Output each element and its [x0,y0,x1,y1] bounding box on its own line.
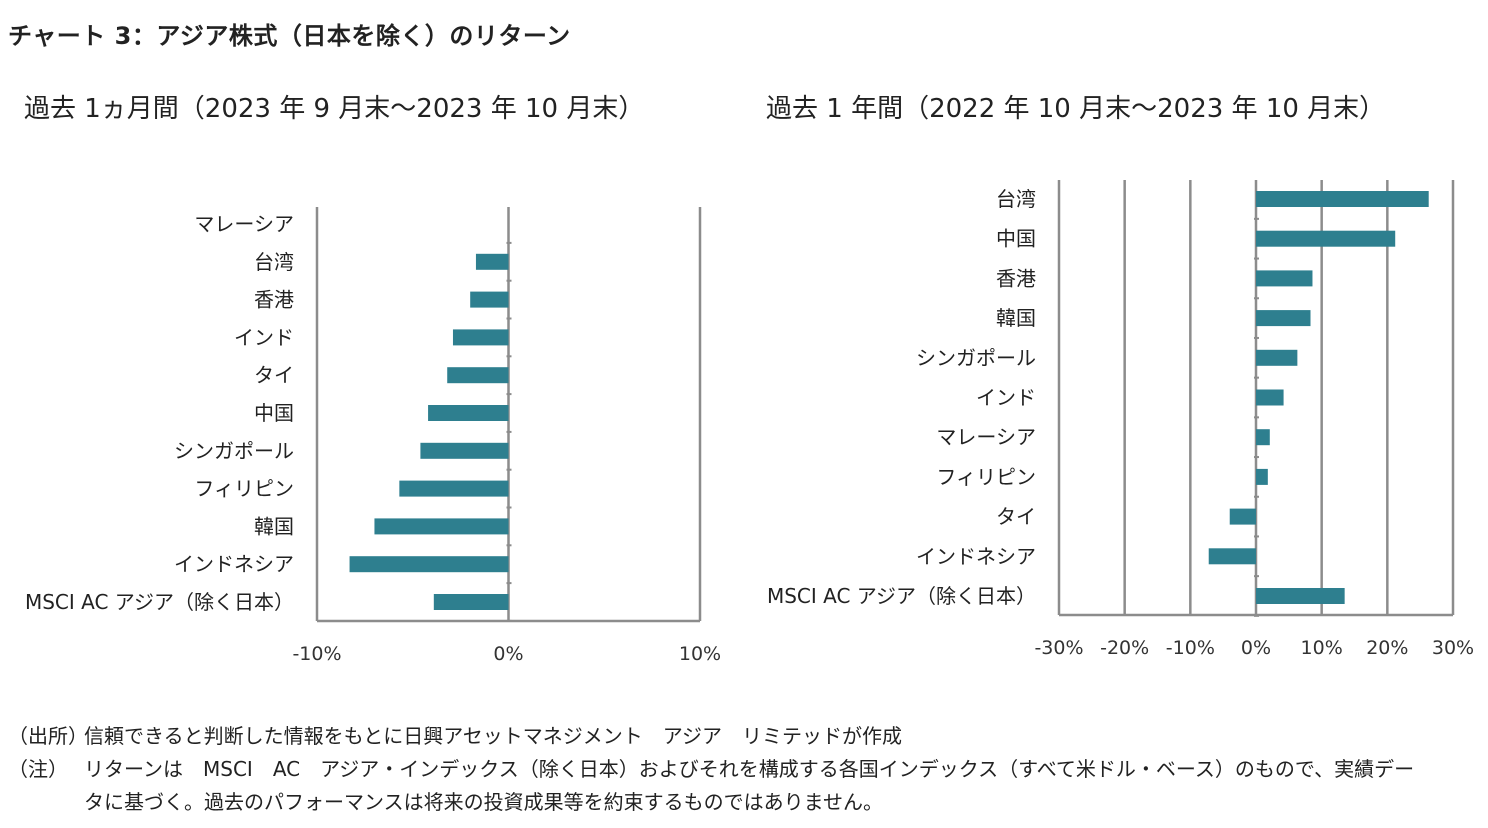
page-title: チャート 3：アジア株式（日本を除く）のリターン [8,22,571,50]
category-label: インドネシア [174,552,294,576]
x-tick-label: -10% [292,643,341,665]
remark-note-text-1: リターンは MSCI AC アジア・インデックス（除く日本）およびそれを構成する… [84,757,1415,781]
remark-note: （注） リターンは MSCI AC アジア・インデックス（除く日本）およびそれを… [8,753,1478,786]
category-label: 韓国 [996,306,1036,330]
bar [1256,349,1298,366]
bar [420,442,509,459]
bar [470,291,509,308]
bar [433,594,509,610]
bar [447,367,509,384]
category-label: フィリピン [936,465,1036,489]
footnotes: （出所） 信頼できると判断した情報をもとに日興アセットマネジメント アジア リミ… [8,720,1478,819]
bar [1256,389,1284,406]
category-label: 香港 [254,288,294,312]
remark-note-text-2: タに基づく。過去のパフォーマンスは将来の投資成果等を約束するものではありません。 [84,790,883,814]
category-label: 香港 [996,266,1036,290]
bar [1208,548,1256,565]
source-note-text: 信頼できると判断した情報をもとに日興アセットマネジメント アジア リミテッドが作… [84,724,902,748]
category-label: 台湾 [996,187,1036,211]
bar [374,518,509,535]
bar [428,405,509,421]
chart-2-title: 過去 1 年間（2022 年 10 月末～2023 年 10 月末） [766,94,1386,124]
bar [1256,191,1429,207]
x-tick-label: 20% [1366,637,1408,659]
bar [1229,508,1256,525]
remark-note-head: （注） [8,757,68,781]
category-label: インドネシア [916,544,1036,568]
category-label: MSCI AC アジア（除く日本） [25,590,294,614]
bar [452,329,509,346]
bar [1256,588,1345,604]
chart-1-title: 過去 1ヵ月間（2023 年 9 月末～2023 年 10 月末） [24,94,645,124]
x-tick-label: 0% [493,643,523,665]
category-label: インド [234,325,294,349]
source-note: （出所） 信頼できると判断した情報をもとに日興アセットマネジメント アジア リミ… [8,720,1478,753]
category-label: タイ [996,505,1036,529]
bar [349,556,509,573]
bar [1256,429,1270,446]
category-label: シンガポール [174,439,294,463]
category-label: MSCI AC アジア（除く日本） [767,584,1036,608]
bar [1256,230,1396,247]
bar [399,480,509,497]
x-tick-label: -30% [1034,637,1083,659]
chart-1-plot: -10% 0% 10% マレーシア台湾香港インドタイ中国シンガポールフィリピン韓国イン… [25,207,721,665]
x-tick-label: 10% [1301,637,1343,659]
x-tick-label: 10% [679,643,721,665]
category-label: 台湾 [254,250,294,274]
category-label: マレーシア [936,425,1036,449]
category-label: フィリピン [194,477,294,501]
bar [1256,468,1268,485]
category-label: マレーシア [194,212,294,236]
bar [1256,270,1313,287]
bar [475,253,509,270]
x-tick-label: -10% [1166,637,1215,659]
x-tick-label: 0% [1241,637,1271,659]
category-label: 韓国 [254,514,294,538]
category-label: インド [976,386,1036,410]
chart-2-plot: -30% -20% -10% 0% 10% 20% 30%台湾中国香港韓国シンガポールインド… [767,180,1474,659]
category-label: 中国 [996,227,1036,251]
source-note-head: （出所） [8,724,88,748]
category-label: 中国 [254,401,294,425]
category-label: シンガポール [916,346,1036,370]
category-label: タイ [254,363,294,387]
x-tick-label: 30% [1432,637,1474,659]
bar [1256,310,1311,327]
x-tick-label: -20% [1100,637,1149,659]
